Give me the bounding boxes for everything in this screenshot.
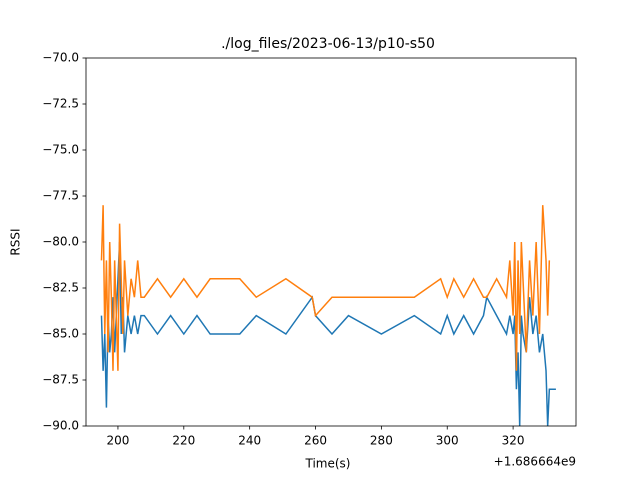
x-offset-label: +1.686664e9 [494,455,576,469]
series-line [100,241,556,426]
x-tick-label: 280 [370,434,393,448]
plot-frame [85,57,577,427]
y-tick-label: −82.5 [42,281,79,295]
x-tick-label: 220 [172,434,195,448]
x-tick-label: 240 [238,434,261,448]
y-tick-label: −77.5 [42,189,79,203]
y-tick-label: −90.0 [42,419,79,433]
x-tick-label: 260 [304,434,327,448]
y-tick-label: −80.0 [42,235,79,249]
chart-title: ./log_files/2023-06-13/p10-s50 [221,36,435,52]
x-axis-label: Time(s) [305,457,351,471]
y-tick-label: −70.0 [42,51,79,65]
y-tick-label: −85.0 [42,327,79,341]
series-line [100,205,551,371]
x-tick-label: 320 [502,434,525,448]
x-tick-label: 300 [436,434,459,448]
y-tick-label: −87.5 [42,373,79,387]
y-axis-label: RSSI [9,228,23,255]
x-tick-label: 200 [106,434,129,448]
y-tick-label: −72.5 [42,97,79,111]
y-tick-label: −75.0 [42,143,79,157]
